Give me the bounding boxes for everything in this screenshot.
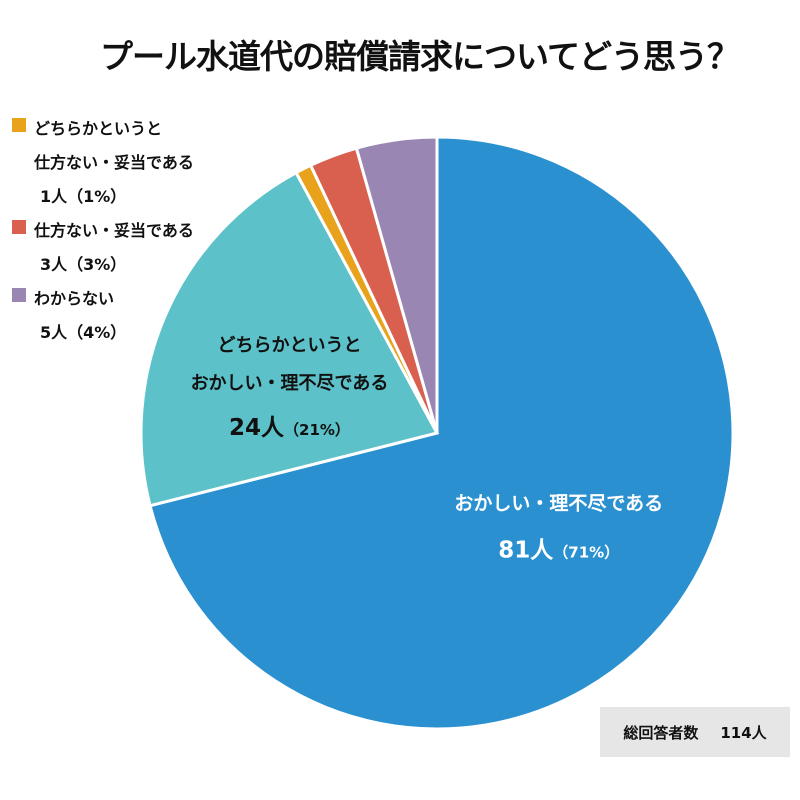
total-label: 総回答者数 <box>623 723 699 742</box>
legend-count: 1人（1%） <box>40 187 127 206</box>
slice-label-somewhat-unreasonable-line1: どちらかというと <box>217 335 361 356</box>
legend-count: 5人（4%） <box>40 323 127 342</box>
slice-somewhat-unreasonable <box>139 170 440 508</box>
legend-item-acceptable: 仕方ない・妥当である 3人（3%） <box>12 214 242 282</box>
slice-unknown <box>354 135 439 434</box>
legend-label: どちらかというと <box>34 119 163 138</box>
total-respondents-box: 総回答者数 114人 <box>600 707 790 757</box>
slice-count-somewhat-unreasonable: 24人（21%） <box>229 415 350 441</box>
slice-label-strongly-unreasonable: おかしい・理不尽である <box>454 493 663 515</box>
legend-label: 仕方ない・妥当である <box>34 221 194 240</box>
legend: どちらかというと 仕方ない・妥当である 1人（1%） 仕方ない・妥当である 3人… <box>12 112 242 350</box>
legend-swatch <box>12 220 26 234</box>
legend-swatch <box>12 288 26 302</box>
total-value: 114人 <box>720 723 767 742</box>
slice-count-strongly-unreasonable: 81人（71%） <box>498 538 619 564</box>
slice-label-somewhat-unreasonable-line2: おかしい・理不尽である <box>191 373 389 394</box>
legend-swatch <box>12 118 26 132</box>
slice-strongly-unreasonable <box>148 135 735 731</box>
chart-title: プール水道代の賠償請求についてどう思う？ <box>100 37 740 76</box>
legend-label: 仕方ない・妥当である <box>34 153 194 172</box>
legend-label: わからない <box>34 289 115 308</box>
legend-count: 3人（3%） <box>40 255 127 274</box>
legend-item-slightly-acceptable: どちらかというと 仕方ない・妥当である 1人（1%） <box>12 112 242 214</box>
legend-item-unknown: わからない 5人（4%） <box>12 282 242 350</box>
